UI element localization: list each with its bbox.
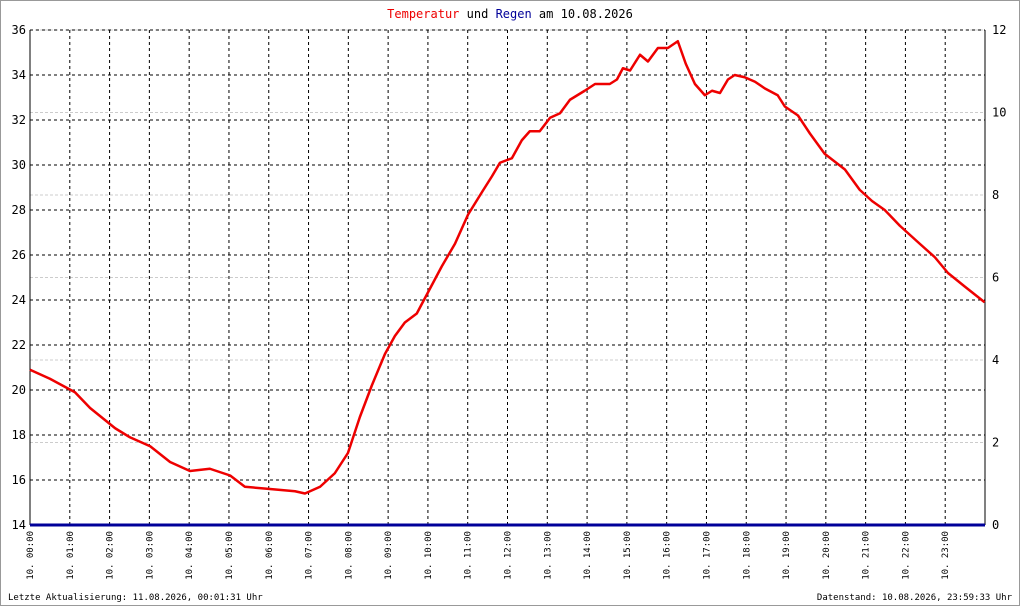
footer-left: Letzte Aktualisierung: 11.08.2026, 00:01…: [8, 593, 263, 603]
y2-tick-label: 4: [992, 353, 999, 367]
y-tick-label: 28: [12, 203, 26, 217]
y2-tick-label: 12: [992, 23, 1006, 37]
x-tick-label: 10. 13:00: [543, 531, 553, 580]
y-tick-label: 24: [12, 293, 26, 307]
title-rain: Regen: [496, 7, 532, 21]
x-tick-label: 10. 02:00: [106, 531, 116, 580]
title-date: am 10.08.2026: [539, 7, 633, 21]
chart-title: Temperatur und Regen am 10.08.2026: [387, 7, 633, 21]
x-tick-label: 10. 04:00: [185, 531, 195, 580]
y2-tick-label: 6: [992, 271, 999, 285]
x-tick-label: 10. 16:00: [663, 531, 673, 580]
y2-tick-label: 8: [992, 188, 999, 202]
x-tick-label: 10. 22:00: [901, 531, 911, 580]
y2-tick-label: 0: [992, 518, 999, 532]
x-tick-label: 10. 20:00: [822, 531, 832, 580]
title-join: und: [467, 7, 489, 21]
x-tick-label: 10. 01:00: [66, 531, 76, 580]
x-tick-label: 10. 17:00: [702, 531, 712, 580]
y-tick-label: 36: [12, 23, 26, 37]
x-tick-label: 10. 00:00: [26, 531, 36, 580]
x-tick-label: 10. 14:00: [583, 531, 593, 580]
x-tick-label: 10. 18:00: [742, 531, 752, 580]
x-tick-label: 10. 21:00: [862, 531, 872, 580]
y-tick-label: 20: [12, 383, 26, 397]
y-tick-label: 26: [12, 248, 26, 262]
title-temp: Temperatur: [387, 7, 459, 21]
x-tick-label: 10. 15:00: [623, 531, 633, 580]
x-tick-label: 10. 08:00: [344, 531, 354, 580]
y-tick-label: 16: [12, 473, 26, 487]
y-tick-label: 34: [12, 68, 26, 82]
x-tick-label: 10. 05:00: [225, 531, 235, 580]
footer-right: Datenstand: 10.08.2026, 23:59:33 Uhr: [817, 593, 1013, 603]
x-tick-label: 10. 09:00: [384, 531, 394, 580]
y-tick-label: 22: [12, 338, 26, 352]
x-tick-label: 10. 23:00: [941, 531, 951, 580]
x-tick-label: 10. 19:00: [782, 531, 792, 580]
y-tick-label: 14: [12, 518, 26, 532]
x-tick-label: 10. 06:00: [265, 531, 275, 580]
y2-tick-label: 10: [992, 106, 1006, 120]
x-tick-label: 10. 03:00: [145, 531, 155, 580]
y-tick-label: 18: [12, 428, 26, 442]
y-tick-label: 30: [12, 158, 26, 172]
x-tick-label: 10. 12:00: [504, 531, 514, 580]
x-tick-label: 10. 11:00: [464, 531, 474, 580]
x-tick-label: 10. 07:00: [305, 531, 315, 580]
series-line: [29, 40, 986, 495]
y2-tick-label: 2: [992, 436, 999, 450]
x-tick-label: 10. 10:00: [424, 531, 434, 580]
y-tick-label: 32: [12, 113, 26, 127]
